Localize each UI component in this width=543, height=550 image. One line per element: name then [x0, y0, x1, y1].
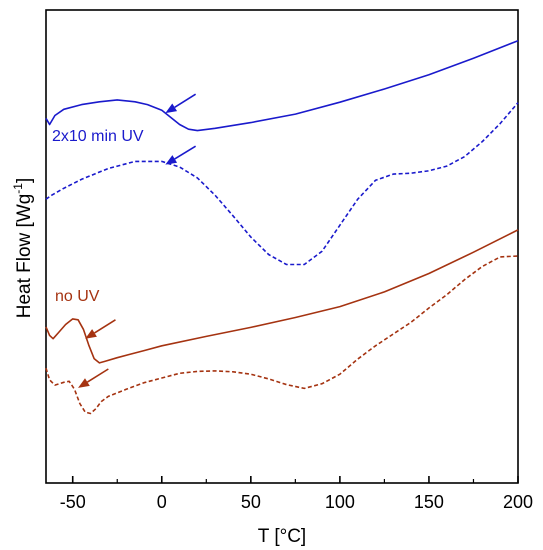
x-tick-label: 150 — [414, 492, 444, 512]
annotation-arrow-2 — [165, 145, 197, 165]
series-line-3 — [45, 229, 519, 364]
annotation-arrow-4 — [78, 368, 109, 388]
x-axis-title: T [°C] — [258, 526, 306, 547]
x-tick-label: 50 — [241, 492, 261, 512]
annotation-arrow-3 — [85, 319, 116, 339]
series-line-1 — [45, 39, 519, 132]
x-axis-ticks: -50 0 50 100 150 200 — [60, 476, 533, 512]
series-line-2 — [45, 102, 519, 266]
x-tick-label: -50 — [60, 492, 86, 512]
annotation-arrow-1 — [165, 93, 197, 114]
series-layer — [45, 39, 519, 415]
y-axis-title-sup: -1 — [11, 183, 25, 194]
x-tick-label: 0 — [157, 492, 167, 512]
x-tick-label: 100 — [325, 492, 355, 512]
annotation-no-uv: no UV — [55, 288, 100, 305]
x-tick-label: 200 — [503, 492, 533, 512]
annotation-uv: 2x10 min UV — [52, 128, 144, 145]
y-axis-title: Heat Flow [Wg-1] — [11, 178, 35, 319]
arrow-layer — [78, 93, 197, 388]
y-axis-title-main: Heat Flow [Wg — [14, 194, 35, 319]
plot-frame — [45, 9, 519, 484]
series-line-4 — [45, 255, 519, 415]
y-axis-title-close: ] — [14, 178, 35, 183]
